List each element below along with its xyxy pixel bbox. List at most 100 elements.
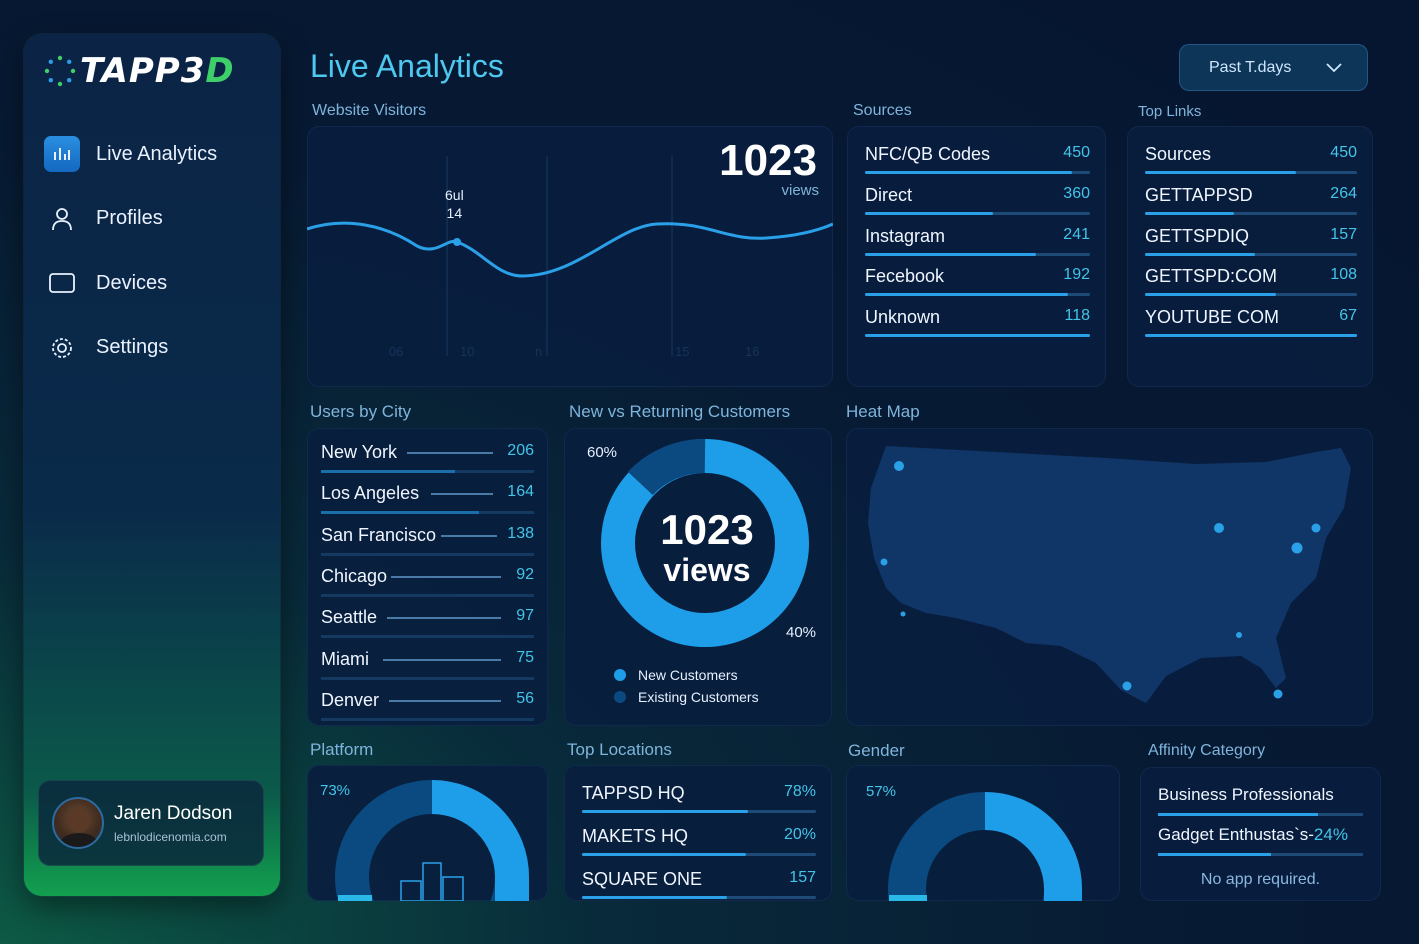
sidebar-item-label: Live Analytics: [96, 142, 218, 165]
source-row[interactable]: Fecebook 192: [865, 258, 1090, 298]
top-link-row-label: GETTAPPSD: [1145, 184, 1253, 205]
city-label: Seattle: [321, 607, 378, 628]
platform-card: 73%: [307, 765, 548, 901]
logo-ring-icon: [44, 55, 76, 87]
location-row-label: MAKETS HQ: [582, 826, 689, 846]
page-title: Live Analytics: [310, 48, 504, 84]
top-link-row-bar: [1145, 252, 1357, 256]
sidebar-item-live-analytics[interactable]: Live Analytics: [44, 134, 264, 174]
profile-card[interactable]: Jaren Dodson lebnlodicenomia.com: [38, 780, 264, 866]
city-value: 56: [516, 689, 534, 707]
source-row-label: Unknown: [865, 307, 941, 328]
affinity-item[interactable]: Gadget Enthustas`s-24%: [1158, 825, 1363, 856]
legend-item: New Customers: [614, 664, 759, 686]
sources-label: Sources: [853, 102, 912, 119]
top-link-row[interactable]: Sources 450: [1145, 136, 1357, 176]
x-tick-label: 06: [389, 344, 404, 359]
location-row-label: TAPPSD HQ: [582, 783, 685, 803]
top-links-card: Sources 450 GETTAPPSD 264 GETTSPDIQ 157 GETTSP…: [1127, 126, 1373, 387]
top-link-row-label: GETTSPDIQ: [1145, 225, 1250, 246]
top-link-row-value: 67: [1339, 307, 1357, 325]
city-row[interactable]: Chicago 92: [321, 556, 534, 597]
city-row[interactable]: San Francisco 138: [321, 515, 534, 556]
returning-label: New vs Returning Customers: [569, 402, 791, 421]
heatmap-card: [846, 428, 1373, 726]
visitors-chart: [307, 156, 833, 356]
city-value: 75: [516, 648, 534, 666]
x-tick-label: 10: [460, 344, 475, 359]
returning-donut: [601, 439, 809, 647]
affinity-item[interactable]: Business Professionals: [1158, 785, 1363, 816]
donut-existing-customers[interactable]: [627, 439, 706, 496]
profile-name: Jaren Dodson: [114, 802, 233, 824]
location-row[interactable]: SQUARE ONE 157: [582, 861, 816, 901]
location-row-value: 78%: [783, 783, 816, 800]
city-bar: [321, 635, 534, 639]
cities-label: Users by City: [310, 402, 412, 421]
device-icon: [44, 265, 80, 301]
sidebar-item-profiles[interactable]: Profiles: [44, 199, 264, 239]
source-row-bar: [865, 252, 1090, 256]
logo: TAPP3D: [44, 51, 235, 91]
source-row-bar: [865, 334, 1090, 338]
source-row-label: Direct: [865, 184, 913, 205]
visitors-total: 1023: [719, 136, 817, 185]
x-tick-label: 15: [675, 344, 690, 359]
sidebar-item-label: Profiles: [96, 207, 163, 229]
source-row[interactable]: NFC/QB Codes 450: [865, 136, 1090, 176]
locations-label: Top Locations: [567, 740, 672, 759]
top-link-row[interactable]: GETTAPPSD 264: [1145, 177, 1357, 217]
city-label: Miami: [321, 648, 369, 669]
user-icon: [44, 201, 80, 237]
top-link-row[interactable]: GETTSPD:COM 108: [1145, 258, 1357, 298]
source-row[interactable]: Unknown 118: [865, 299, 1090, 339]
sidebar: TAPP3D Live Analytics Profiles Devices S…: [24, 34, 280, 896]
city-bar: [321, 717, 534, 721]
source-row[interactable]: Instagram 241: [865, 218, 1090, 258]
top-link-row-bar: [1145, 293, 1357, 297]
city-value: 92: [516, 565, 534, 583]
sidebar-item-settings[interactable]: Settings: [44, 328, 264, 368]
sidebar-nav: Live Analytics Profiles Devices Settings: [44, 134, 264, 392]
affinity-card: Business Professionals Gadget Enthustas`…: [1140, 767, 1381, 901]
donut-center-unit: views: [663, 552, 751, 588]
top-link-row-bar: [1145, 171, 1357, 174]
sidebar-item-devices[interactable]: Devices: [44, 263, 264, 303]
top-link-row-value: 264: [1330, 184, 1357, 202]
period-dropdown[interactable]: Past T.days: [1179, 44, 1368, 91]
gender-pct: 57%: [866, 783, 897, 800]
source-row-value: 118: [1064, 307, 1090, 325]
location-row[interactable]: TAPPSD HQ 78%: [582, 775, 816, 815]
city-row[interactable]: Denver 56: [321, 680, 534, 721]
legend: New Customers Existing Customers: [614, 664, 759, 708]
top-link-row[interactable]: GETTSPDIQ 157: [1145, 218, 1357, 258]
source-row-label: Instagram: [865, 225, 946, 246]
city-row[interactable]: Los Angeles 164: [321, 473, 534, 515]
city-label: San Francisco: [321, 524, 437, 545]
chart-point[interactable]: [453, 238, 461, 246]
source-row[interactable]: Direct 360: [865, 177, 1090, 217]
platform-donut: [335, 780, 529, 901]
locations-card: TAPPSD HQ 78% MAKETS HQ 20% SQUARE ONE 157: [564, 765, 832, 901]
chart-point-label: 6ul 14: [445, 187, 464, 221]
x-tick-label: 16: [745, 344, 760, 359]
top-link-row[interactable]: YOUTUBE COM 67: [1145, 299, 1357, 339]
city-row[interactable]: Seattle 97: [321, 597, 534, 639]
city-row[interactable]: New York 206: [321, 432, 534, 473]
source-row-value: 241: [1063, 225, 1090, 243]
city-row[interactable]: Miami 75: [321, 639, 534, 680]
city-value: 164: [507, 483, 534, 501]
source-row-label: NFC/QB Codes: [865, 144, 991, 164]
sidebar-item-label: Settings: [96, 336, 169, 358]
building-icon: [400, 862, 464, 901]
platform-label: Platform: [310, 740, 374, 759]
location-row[interactable]: MAKETS HQ 20%: [582, 818, 816, 858]
location-row-bar: [582, 853, 816, 856]
top-link-row-label: YOUTUBE COM: [1145, 307, 1280, 328]
source-row-bar: [865, 293, 1090, 297]
cities-card: New York 206 Los Angeles 164 San Francisco 13…: [307, 428, 548, 726]
city-label: Los Angeles: [321, 483, 420, 504]
heatmap-label: Heat Map: [846, 402, 920, 421]
sidebar-item-label: Devices: [96, 271, 168, 294]
top-link-row-bar: [1145, 334, 1357, 338]
